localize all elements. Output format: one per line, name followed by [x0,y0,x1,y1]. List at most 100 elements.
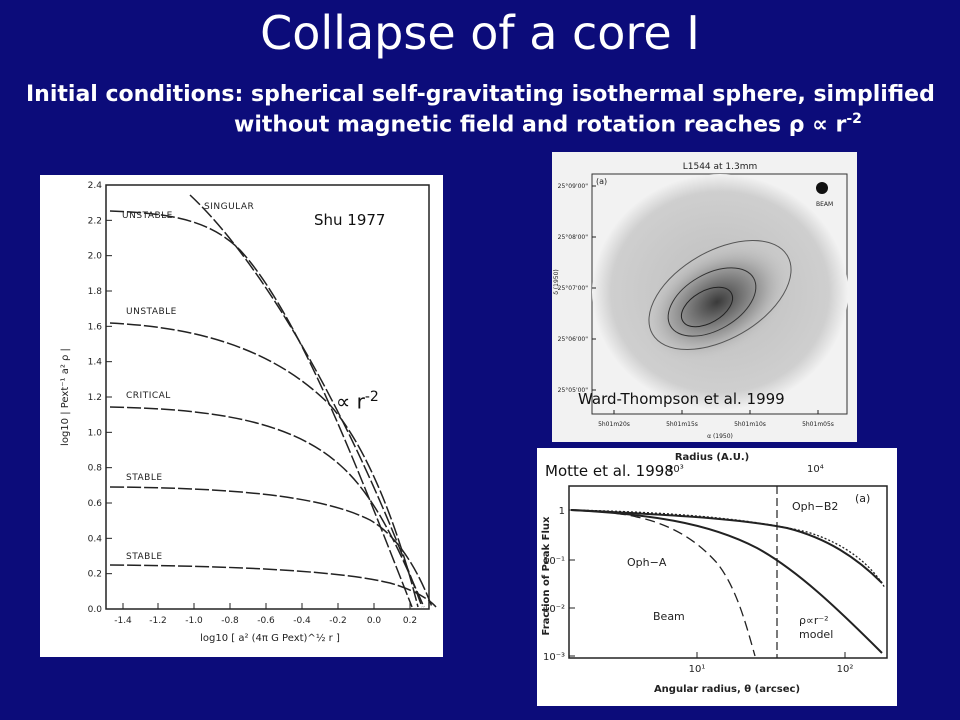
shu-x-tick-label: -0.2 [329,616,347,626]
ward-panel-label: (a) [596,177,607,186]
shu-y-axis-label: log10 | Pext⁻¹ a² ρ | [60,348,71,446]
shu-x-tick-label: 0.0 [367,616,382,626]
ward-core-emission [643,241,791,363]
shu-curves [109,194,437,608]
ward-contour-inner [680,286,734,328]
shu-y-tick-label: 1.4 [88,358,103,368]
motte-top-tick-2: 10⁴ [807,464,824,475]
ward-ra-tick-label: 5h01m15s [666,421,698,428]
shu-curve-stable-2 [109,564,437,608]
ward-dec-tick-label: 25°07'00" [558,285,589,292]
motte-top-axis-label: Radius (A.U.) [675,452,749,463]
shu-propto-annotation: ∝ r-2 [336,389,379,414]
shu-x-tick-label: -0.6 [257,616,275,626]
shu-y-tick-label: 1.2 [88,393,102,403]
shu-citation: Shu 1977 [314,211,386,229]
shu-label-stable-2: STABLE [126,552,163,562]
ward-ra-tick-label: 5h01m05s [802,421,834,428]
intro-line-2-text: without magnetic field and rotation reac… [234,112,789,138]
motte-curve-oph-b2 [570,509,883,584]
shu-label-unstable-2: UNSTABLE [126,307,177,317]
motte-plot: Radius (A.U.) 10³ 10⁴ 110⁻¹10⁻²10⁻³ 10¹ 1… [541,452,888,695]
motte-y-tick-label: 10⁻³ [543,652,565,663]
shu-curve-singular [189,194,423,608]
shu-y-ticks: 2.4 2.2 2.0 1.8 1.6 1.4 1.2 1.0 0.8 0.6 0.4 0.2 0.0 [88,181,112,615]
ward-citation: Ward-Thompson et al. 1999 [578,390,785,408]
ward-dec-tick-label: 25°09'00" [558,183,589,190]
motte-curve-oph-a [570,509,883,654]
shu-y-tick-label: 1.6 [88,322,103,332]
shu-label-critical: CRITICAL [126,391,171,401]
ward-ra-tick-label: 5h01m20s [598,421,630,428]
shu-label-unstable-1: UNSTABLE [122,211,173,221]
motte-label-oph-b2: Oph−B2 [792,500,838,513]
shu-x-tick-label: -1.0 [185,616,203,626]
motte-y-ticks: 1 10⁻¹ 10⁻² 10⁻³ [543,506,575,663]
shu-y-tick-label: 0.2 [88,570,102,580]
shu-y-tick-label: 2.0 [88,252,103,262]
shu-x-axis-label: log10 [ a² (4π G Pext)^½ r ] [200,632,340,644]
ward-map: BEAM (a) L1544 at 1.3mm 25°09'00" 25°08'0… [553,162,848,440]
ward-dec-ticks: 25°09'00" 25°08'00" 25°07'00" 25°06'00" 25°0… [558,183,596,394]
shu-x-tick-label: 0.2 [403,616,417,626]
ward-ra-ticks: 5h01m20s 5h01m15s 5h01m10s 5h01m05s [598,410,834,428]
shu-y-tick-label: 2.2 [88,216,102,226]
shu-x-ticks: -1.4 -1.2 -1.0 -0.8 -0.6 -0.4 -0.2 0.0 0.2 [114,603,417,626]
shu-propto-text: ∝ r [336,389,365,414]
motte-citation: Motte et al. 1998 [545,462,674,480]
motte-x-axis-label: Angular radius, θ (arcsec) [654,684,800,695]
shu-x-tick-label: -0.4 [293,616,311,626]
motte-label-oph-a: Oph−A [627,556,667,569]
motte-label-beam: Beam [653,610,685,623]
shu-y-tick-label: 0.0 [88,605,103,615]
shu-plot: 2.42.22.01.81.61.41.21.00.80.60.40.20.0 … [60,181,437,644]
ward-map-title: L1544 at 1.3mm [683,162,758,172]
motte-curves [570,509,886,657]
ward-dec-tick-label: 25°06'00" [558,336,589,343]
ward-contour-middle [667,267,757,337]
shu-x-tick-label: -0.8 [221,616,239,626]
motte-x-tick-label: 10² [837,664,854,675]
shu-curve-stable-1 [109,486,433,608]
shu-y-tick-label: 1.0 [88,428,103,438]
motte-plot-frame [568,485,888,659]
motte-y-tick-label: 10⁻² [543,604,565,615]
shu-label-stable-1: STABLE [126,473,163,483]
shu-y-tick-label: 2.4 [88,181,103,191]
intro-line-1: Initial conditions: spherical self-gravi… [26,82,935,107]
ward-ra-tick-label: 5h01m10s [734,421,766,428]
ward-y-axis-label: δ (1950) [553,269,560,295]
figure-motte-1998: Radius (A.U.) 10³ 10⁴ 1 10⁻¹ 10⁻² 10⁻³ 10¹ 1… [537,448,897,706]
shu-y-tick-label: 0.8 [88,464,103,474]
motte-panel-label: (a) [855,492,870,505]
motte-y-axis-label: Fraction of Peak Flux [541,516,552,636]
shu-x-tick-label: -1.2 [149,616,167,626]
shu-y-tick-label: 0.6 [88,499,103,509]
intro-exponent: -2 [846,111,862,127]
ward-x-axis-label: α (1950) [707,433,733,440]
shu-label-singular: SINGULAR [204,202,254,212]
shu-y-tick-label: 1.8 [88,287,103,297]
motte-x-tick-label: 10¹ [689,664,706,675]
figure-shu-1977: 2.4 2.2 2.0 1.8 1.6 1.4 1.2 1.0 0.8 0.6 0.4 0.2 0.0 … [40,175,443,657]
motte-top-tick-1: 10³ [667,464,684,475]
motte-label-rho-r: ρ∝r⁻² [799,614,829,627]
shu-curve-critical [109,406,425,608]
motte-x-ticks: 10¹ 10² [689,652,854,675]
motte-y-tick-label: 10⁻¹ [543,556,565,567]
shu-y-tick-label: 0.4 [88,534,103,544]
shu-propto-exponent: -2 [364,389,379,405]
shu-curve-unstable-2 [109,322,419,608]
ward-dec-tick-label: 25°05'00" [558,387,589,394]
slide-title: Collapse of a core I [260,6,700,60]
ward-dec-tick-label: 25°08'00" [558,234,589,241]
ward-contour-outer [648,239,792,351]
shu-x-tick-label: -1.4 [114,616,132,626]
shu-curve-unstable-1 [109,210,413,608]
motte-label-model: model [799,628,833,641]
ward-beam-marker [816,182,828,194]
intro-rho-propto-r: ρ ∝ r [788,112,847,138]
motte-y-tick-label: 1 [559,506,565,517]
ward-beam-label: BEAM [816,201,833,208]
intro-line-2: without magnetic field and rotation reac… [234,111,862,137]
